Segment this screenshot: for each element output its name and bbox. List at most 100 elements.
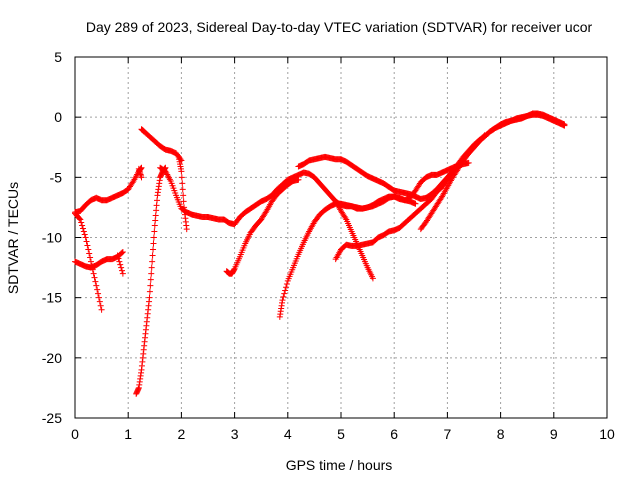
- data-point: [179, 186, 186, 193]
- x-tick-label: 10: [599, 426, 615, 442]
- data-point: [87, 254, 94, 261]
- data-point: [116, 258, 123, 265]
- data-point: [262, 209, 269, 216]
- data-point: [148, 264, 155, 271]
- data-point: [283, 281, 290, 288]
- series-trace-5: [135, 165, 145, 181]
- data-point: [283, 284, 290, 291]
- x-tick-label: 4: [284, 426, 292, 442]
- x-axis-label: GPS time / hours: [286, 457, 393, 473]
- grid: [75, 57, 607, 418]
- series-trace-15: [417, 110, 568, 233]
- data-point: [465, 159, 472, 166]
- data-point: [178, 168, 185, 175]
- data-point: [279, 297, 286, 304]
- data-point: [118, 264, 125, 271]
- data-point: [115, 255, 122, 262]
- data-point: [118, 267, 125, 274]
- data-point: [151, 222, 158, 229]
- data-point: [149, 252, 156, 259]
- data-point: [83, 238, 90, 245]
- data-point: [183, 226, 190, 233]
- data-point: [147, 282, 154, 289]
- data-point: [119, 248, 126, 255]
- data-point: [152, 212, 159, 219]
- data-point: [295, 176, 302, 183]
- y-tick-label: -25: [42, 410, 62, 426]
- data-point: [114, 252, 121, 259]
- series-trace-3: [114, 252, 126, 277]
- data-point: [78, 219, 85, 226]
- series-trace-10: [223, 176, 302, 277]
- data-point: [76, 215, 83, 222]
- data-point: [81, 231, 88, 238]
- series-trace-6: [133, 164, 169, 397]
- data-point: [412, 200, 419, 207]
- data-point: [87, 258, 94, 265]
- data-point: [149, 258, 156, 265]
- data-point: [79, 222, 86, 229]
- data-point: [147, 276, 154, 283]
- data-point: [85, 246, 92, 253]
- y-tick-label: -15: [42, 290, 62, 306]
- y-tick-label: 0: [54, 109, 62, 125]
- data-point: [95, 294, 102, 301]
- data-point: [178, 174, 185, 181]
- data-point: [80, 228, 87, 235]
- x-tick-label: 7: [444, 426, 452, 442]
- data-point: [95, 290, 102, 297]
- data-point: [280, 293, 287, 300]
- x-tick-label: 9: [550, 426, 558, 442]
- data-point: [84, 242, 91, 249]
- series-trace-8: [138, 126, 185, 164]
- data-point: [92, 278, 99, 285]
- y-tick-label: -20: [42, 350, 62, 366]
- data-point: [150, 240, 157, 247]
- data-point: [98, 306, 105, 313]
- data-point: [150, 246, 157, 253]
- x-tick-label: 5: [337, 426, 345, 442]
- data-point: [117, 261, 124, 268]
- y-axis: 5 0 -5 -10 -15 -20 -25: [42, 49, 607, 426]
- data-point: [152, 217, 159, 224]
- data-point: [118, 249, 125, 256]
- data-point: [96, 298, 103, 305]
- data-point: [180, 198, 187, 205]
- y-tick-label: -5: [50, 169, 63, 185]
- data-point: [129, 179, 136, 186]
- series-trace-9: [175, 153, 190, 233]
- data-point: [146, 288, 153, 295]
- data-point: [94, 286, 101, 293]
- data-point: [93, 282, 100, 289]
- data-point: [119, 270, 126, 277]
- data-series: [72, 110, 568, 397]
- y-tick-label: 5: [54, 49, 62, 65]
- data-point: [282, 287, 289, 294]
- data-point: [97, 302, 104, 309]
- data-point: [138, 174, 145, 181]
- y-axis-label: SDTVAR / TECUs: [5, 182, 21, 294]
- data-point: [179, 180, 186, 187]
- data-point: [154, 197, 161, 204]
- x-tick-label: 6: [390, 426, 398, 442]
- data-point: [90, 270, 97, 277]
- data-point: [281, 290, 288, 297]
- x-tick-label: 2: [178, 426, 186, 442]
- chart-title: Day 289 of 2023, Sidereal Day-to-day VTE…: [86, 19, 593, 35]
- data-point: [86, 250, 93, 257]
- data-point: [438, 194, 445, 201]
- series-trace-4: [72, 164, 145, 216]
- data-point: [146, 294, 153, 301]
- data-point: [561, 121, 568, 128]
- data-point: [180, 192, 187, 199]
- series-trace-2: [72, 248, 126, 271]
- data-point: [151, 228, 158, 235]
- data-point: [148, 270, 155, 277]
- series-trace-7: [157, 164, 376, 282]
- data-point: [369, 275, 376, 282]
- x-tick-label: 0: [71, 426, 79, 442]
- y-tick-label: -10: [42, 230, 62, 246]
- data-point: [91, 274, 98, 281]
- data-point: [82, 234, 89, 241]
